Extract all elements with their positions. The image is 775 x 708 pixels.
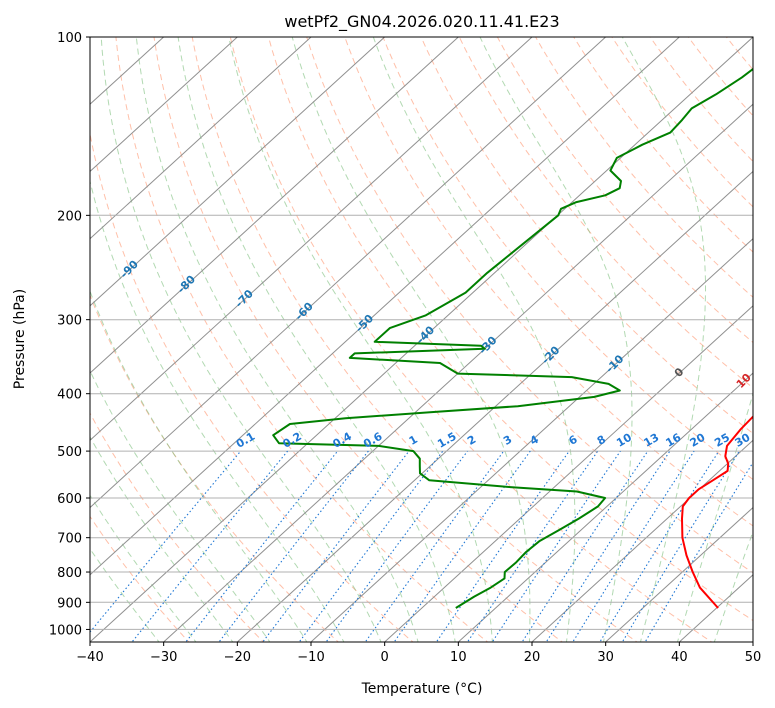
temperature-profile-line <box>681 415 753 609</box>
isotherm-line <box>383 305 753 642</box>
mixing-ratio-line <box>393 450 531 642</box>
isotherm-line <box>90 37 753 642</box>
mixing-ratio-line <box>435 450 570 642</box>
y-tick-label: 100 <box>57 31 82 46</box>
y-tick-label: 800 <box>57 566 82 581</box>
mixing-ratio-line <box>491 450 621 642</box>
isotherm-line <box>90 37 386 307</box>
y-tick-label: 500 <box>57 445 82 460</box>
dry-adiabat-line <box>115 37 489 642</box>
x-tick-label: −10 <box>297 650 324 665</box>
mixing-ratio-line <box>218 450 369 642</box>
mixing-ratio-line <box>131 450 289 642</box>
y-tick-label: 900 <box>57 596 82 611</box>
x-tick-label: 50 <box>745 650 762 665</box>
y-tick-label: 1000 <box>49 623 82 638</box>
plot-frame <box>89 36 754 643</box>
dry-adiabat-line <box>267 37 753 622</box>
y-tick-label: 200 <box>57 209 82 224</box>
x-tick-label: −40 <box>76 650 103 665</box>
y-tick-label: 600 <box>57 492 82 507</box>
isotherm-line <box>310 237 753 642</box>
y-tick-label: 400 <box>57 388 82 403</box>
isotherm-line <box>90 37 681 576</box>
isotherm-line <box>457 372 753 642</box>
x-tick-label: 0 <box>381 650 389 665</box>
x-tick-label: 20 <box>524 650 541 665</box>
y-tick-label: 700 <box>57 532 82 547</box>
background-lines <box>90 37 753 642</box>
x-tick-label: −20 <box>224 650 251 665</box>
isotherm-line <box>90 37 607 509</box>
dry-adiabat-line <box>90 412 265 642</box>
dewpoint-profile-line <box>272 67 753 609</box>
x-tick-label: −30 <box>150 650 177 665</box>
dry-adiabat-line <box>306 37 753 574</box>
profile-lines <box>272 67 753 609</box>
dry-adiabat-line <box>535 37 753 298</box>
axes: −40 −30 −20 −10 0 10 20 30 40 50 100 200 300 400 500 60… <box>49 31 761 665</box>
isotherm-line <box>531 439 753 642</box>
isotherm-line <box>604 506 753 642</box>
mixing-ratio-line <box>521 450 649 642</box>
x-tick-label: 30 <box>597 650 614 665</box>
y-tick-label: 300 <box>57 314 82 329</box>
moist-adiabat-line <box>100 37 382 642</box>
isotherm-line <box>236 170 753 642</box>
mixing-ratio-line <box>325 450 468 642</box>
mixing-ratio-line <box>364 450 505 642</box>
mixing-ratio-line <box>185 450 339 642</box>
isotherm-line <box>90 37 239 173</box>
mixing-ratio-line <box>621 450 740 642</box>
y-axis-title: Pressure (hPa) <box>12 289 28 389</box>
mixing-ratio-line <box>599 450 720 642</box>
isotherm-line <box>162 103 753 642</box>
chart-title: wetPf2_GN04.2026.020.11.41.E23 <box>284 12 559 32</box>
isotherm-line <box>90 37 460 374</box>
x-axis-title: Temperature (°C) <box>361 681 483 697</box>
isotherm-line <box>90 37 312 240</box>
moist-adiabat-line <box>90 179 345 642</box>
mixing-ratio-line <box>466 450 599 642</box>
mixing-ratio-line <box>572 450 695 642</box>
isotherm-line <box>90 37 533 441</box>
x-tick-label: 10 <box>450 650 467 665</box>
x-tick-label: 40 <box>671 650 688 665</box>
mixing-ratio-line <box>545 450 671 642</box>
